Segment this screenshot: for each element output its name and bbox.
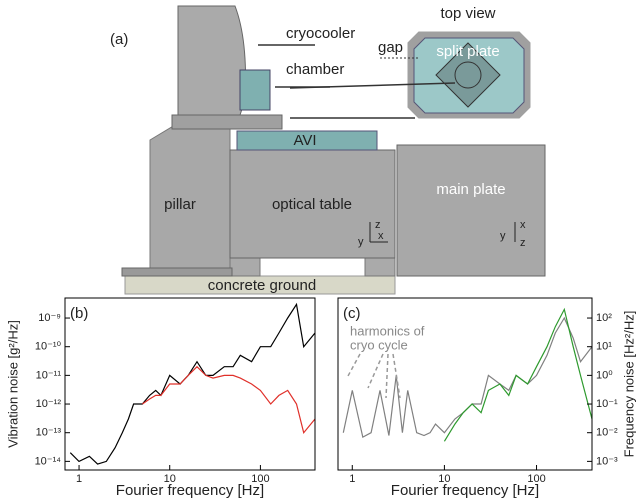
axis-letter: x	[378, 230, 384, 242]
y-tick-label: 10²	[596, 312, 612, 324]
panel-label: (b)	[70, 305, 88, 322]
series-line	[69, 302, 316, 465]
series-line	[342, 316, 593, 438]
cryocooler-shape	[177, 5, 247, 116]
y-tick-label: 10⁻¹³	[36, 427, 62, 439]
x-tick-label: 100	[251, 473, 269, 485]
axis-letter: z	[375, 219, 381, 231]
label: split plate	[436, 43, 499, 60]
x-tick-label: 1	[76, 473, 82, 485]
label: gap	[378, 39, 403, 56]
y-tick-label: 10⁻⁹	[38, 312, 61, 324]
series-line	[142, 365, 316, 434]
annotation-arrow	[347, 353, 361, 377]
x-tick-label: 10	[438, 473, 450, 485]
label: chamber	[286, 61, 344, 78]
label: pillar	[164, 196, 196, 213]
label: concrete ground	[208, 277, 316, 294]
label: top view	[440, 5, 495, 22]
y-tick-label: 10⁻²	[596, 427, 618, 439]
label: AVI	[293, 132, 316, 149]
x-tick-label: 100	[527, 473, 545, 485]
panel-label: (c)	[343, 305, 361, 322]
series-line	[443, 307, 593, 442]
x-tick-label: 10	[164, 473, 176, 485]
plate-fixture	[435, 42, 501, 108]
annotation: harmonics of	[350, 323, 425, 338]
y-axis-label: Frequency noise [Hz²/Hz]	[621, 311, 636, 458]
annotation-arrow	[385, 353, 389, 399]
panel-label: (a)	[110, 31, 128, 48]
x-tick-label: 1	[349, 473, 355, 485]
y-tick-label: 10¹	[596, 341, 612, 353]
avi-shape	[236, 130, 378, 151]
label: cryocooler	[286, 25, 355, 42]
diagram: (a) cryocooler chamber gap split plate t…	[110, 5, 546, 295]
annotation-arrow	[392, 353, 401, 399]
label: main plate	[436, 181, 505, 198]
y-tick-label: 10⁻¹⁴	[35, 455, 62, 467]
chamber-shape	[239, 69, 271, 111]
foot	[364, 257, 396, 277]
y-tick-label: 10⁻¹⁰	[35, 341, 62, 353]
optical-table-shape	[229, 149, 396, 259]
y-tick-label: 10⁰	[596, 369, 613, 381]
pillar-base	[121, 267, 233, 277]
annotation-arrow	[367, 353, 384, 389]
plot-frame	[337, 297, 593, 471]
axis-letter: y	[358, 236, 364, 248]
axis-letter: x	[520, 219, 526, 231]
y-tick-label: 10⁻¹²	[36, 398, 62, 410]
foot	[229, 257, 261, 277]
axis-letter: y	[500, 230, 506, 242]
label: optical table	[272, 196, 352, 213]
arrow	[289, 82, 456, 89]
x-axis-label: Fourier frequency [Hz]	[391, 482, 539, 498]
axis-letter: z	[520, 237, 526, 249]
y-tick-label: 10⁻³	[596, 455, 618, 467]
annotation: cryo cycle	[350, 337, 408, 352]
port	[454, 61, 482, 89]
y-tick-label: 10⁻¹¹	[36, 369, 62, 381]
y-axis-label: Vibration noise [g²/Hz]	[5, 320, 20, 448]
plot-frame	[64, 297, 316, 471]
bracket	[171, 114, 283, 130]
y-tick-label: 10⁻¹	[596, 398, 618, 410]
main-plate-shape	[396, 144, 546, 277]
x-axis-label: Fourier frequency [Hz]	[116, 482, 264, 498]
